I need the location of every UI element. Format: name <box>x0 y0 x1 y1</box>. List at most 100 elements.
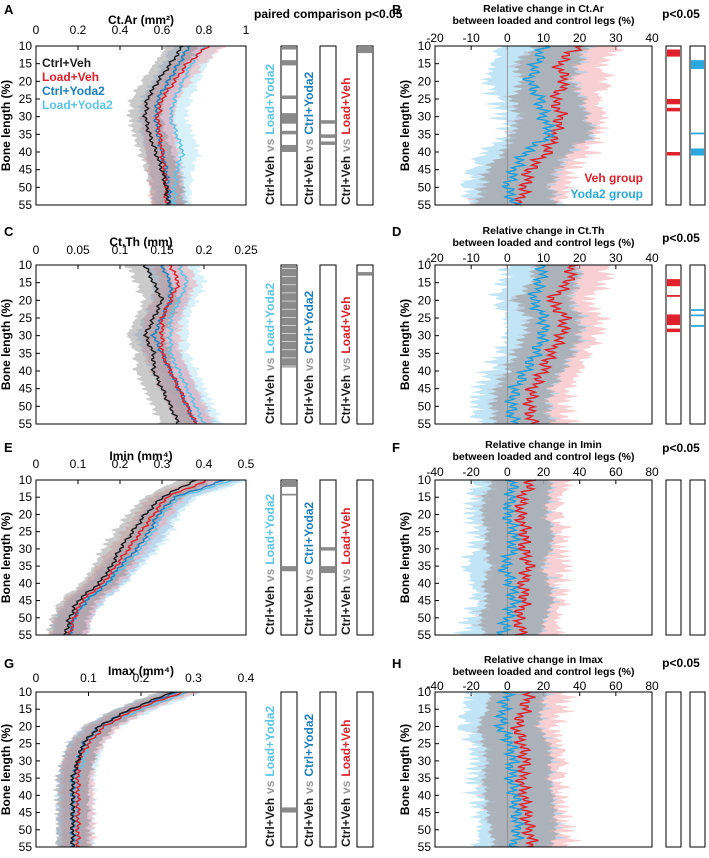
panel-title: Relative change in Ct.Th <box>483 225 605 237</box>
x-tick-label: 60 <box>609 679 623 693</box>
y-tick-label: 25 <box>418 737 432 751</box>
y-tick-label: 40 <box>19 145 33 159</box>
comparison-vs: vs <box>302 138 316 152</box>
overlap-band <box>477 480 556 635</box>
x-tick-label: 0.4 <box>112 23 129 37</box>
panel-subtitle: between loaded and control legs (%) <box>452 451 634 463</box>
sig-strip <box>319 691 337 848</box>
comparison-b: Load+Veh <box>339 297 353 354</box>
y-tick-label: 25 <box>19 737 33 751</box>
sig-mark <box>321 566 335 573</box>
sig-mark <box>358 46 372 54</box>
x-tick-label: 0.4 <box>196 457 213 471</box>
x-tick-label: -20 <box>426 251 444 265</box>
y-tick-label: 55 <box>418 840 432 854</box>
sig-mark <box>282 807 296 813</box>
sig-mark <box>282 566 296 572</box>
x-tick-label: 0 <box>33 243 40 257</box>
comparison-label: Ctrl+Veh vs Load+Veh <box>339 508 353 635</box>
y-axis-label: Bone length (%) <box>0 299 13 390</box>
comparison-text: Ctrl+Veh vs Ctrl+Yoda2 <box>302 71 316 205</box>
comparison-b: Ctrl+Yoda2 <box>302 501 316 564</box>
band-load-yoda2 <box>49 480 251 635</box>
legend-ctrl-yoda2: Ctrl+Yoda2 <box>42 84 105 98</box>
comparison-a: Ctrl+Veh <box>339 586 353 635</box>
y-tick-label: 45 <box>19 163 33 177</box>
x-tick-label: 0 <box>504 31 511 45</box>
x-tick-label: -20 <box>462 679 480 693</box>
x-tick-label: 60 <box>609 465 623 479</box>
x-tick-label: 0.6 <box>154 23 171 37</box>
y-tick-label: 15 <box>418 57 432 71</box>
sig-mark <box>691 309 704 311</box>
y-tick-label: 55 <box>418 628 432 642</box>
panel-letter: D <box>392 224 401 239</box>
band-ctrl-yoda2 <box>46 480 243 635</box>
y-tick-label: 40 <box>19 788 33 802</box>
y-tick-label: 30 <box>19 542 33 556</box>
legend-yoda2-group: Yoda2 group <box>571 187 643 201</box>
legend-load-veh: Load+Veh <box>42 70 99 84</box>
y-tick-label: 50 <box>418 180 432 194</box>
comparison-text: Ctrl+Veh vs Ctrl+Yoda2 <box>302 501 316 635</box>
panel-C: Ct.Th (mm) 0 0.05 0.1 0.15 0.2 0.25 10 15 20 25 30 3… <box>0 235 374 431</box>
sig-strip <box>319 45 337 206</box>
y-tick-label: 30 <box>418 329 432 343</box>
comparison-b: Load+Yoda2 <box>263 63 277 134</box>
y-tick-label: 45 <box>418 382 432 396</box>
sig-mark <box>667 107 680 112</box>
band-ctrl-veh <box>123 265 198 424</box>
y-tick-label: 55 <box>19 417 33 431</box>
sig-mark <box>282 265 296 368</box>
x-tick-label: 40 <box>573 679 587 693</box>
x-tick-label: 0 <box>504 251 511 265</box>
comparison-b: Load+Veh <box>339 720 353 777</box>
y-tick-label: 55 <box>19 840 33 854</box>
y-tick-label: 50 <box>418 823 432 837</box>
y-tick-label: 30 <box>19 754 33 768</box>
series-line-ctrl-yoda2 <box>152 45 191 206</box>
x-tick-label: -20 <box>462 465 480 479</box>
y-axis-label: Bone length (%) <box>0 512 13 603</box>
sig-strip <box>356 479 374 636</box>
x-tick-label: 30 <box>609 31 623 45</box>
y-tick-label: 10 <box>19 685 33 699</box>
sig-mark <box>667 152 680 156</box>
sig-mark <box>321 547 335 551</box>
y-tick-label: 30 <box>418 542 432 556</box>
panel-subtitle: between loaded and control legs (%) <box>452 666 634 678</box>
y-tick-label: 20 <box>19 74 33 88</box>
series-line-load-veh <box>155 45 210 206</box>
y-tick-label: 15 <box>19 702 33 716</box>
y-tick-label: 45 <box>19 806 33 820</box>
comparison-text: Ctrl+Veh vs Ctrl+Yoda2 <box>302 290 316 424</box>
y-tick-label: 25 <box>19 92 33 106</box>
axes-box <box>35 691 247 848</box>
series-line-load-yoda2 <box>166 264 207 425</box>
panel-G: Imax (mm⁴) 0 0.1 0.2 0.3 0.4 10 15 20 25 30 35 40 45 5… <box>0 664 374 854</box>
x-tick-label: 0.3 <box>154 457 171 471</box>
y-tick-label: 45 <box>418 163 432 177</box>
y-tick-label: 40 <box>418 576 432 590</box>
axes-box <box>434 479 653 636</box>
comparison-b: Load+Veh <box>339 78 353 135</box>
comparison-a: Ctrl+Veh <box>263 156 277 205</box>
x-tick-label: 0.1 <box>80 671 97 685</box>
y-axis-label: Bone length (%) <box>398 80 412 171</box>
comparison-vs: vs <box>339 568 353 582</box>
y-tick-label: 35 <box>19 771 33 785</box>
panel-A: Ct.Ar (mm²) 0 0.2 0.4 0.6 0.8 1 10 15 20 25 30 35 40 4… <box>0 7 403 212</box>
sig-mark <box>667 49 680 57</box>
y-tick-label: 20 <box>418 293 432 307</box>
panel-letter: H <box>392 656 401 671</box>
comparison-text: Ctrl+Veh vs Load+Yoda2 <box>263 705 277 847</box>
x-tick-label: 0.2 <box>133 671 150 685</box>
comparison-b: Load+Yoda2 <box>263 282 277 353</box>
band-ctrl-veh <box>52 692 191 847</box>
y-tick-label: 20 <box>19 507 33 521</box>
y-tick-label: 50 <box>418 611 432 625</box>
y-tick-label: 40 <box>418 788 432 802</box>
y-tick-label: 20 <box>418 719 432 733</box>
